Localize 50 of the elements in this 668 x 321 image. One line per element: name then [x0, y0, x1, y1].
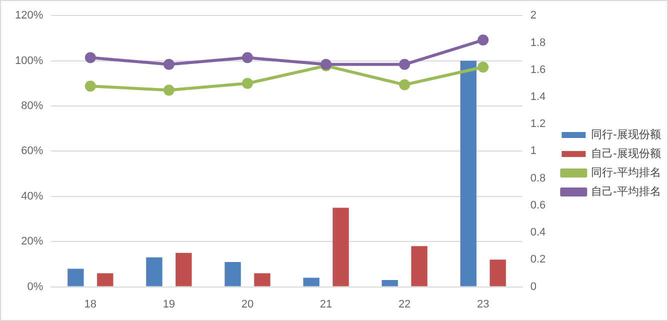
y-tick-label: 80% [21, 100, 44, 112]
point [478, 34, 489, 46]
point [84, 80, 96, 92]
bar [224, 262, 241, 286]
point [242, 52, 253, 64]
x-tick-label: 19 [162, 298, 176, 310]
y2-tick-label: 0.6 [530, 199, 546, 212]
legend-label: 同行-展现份额 [591, 128, 661, 142]
y2-tick-label: 0 [530, 280, 536, 293]
legend-label: 同行-平均排名 [591, 167, 661, 180]
x-tick-label: 18 [84, 298, 97, 310]
x-tick-label: 22 [398, 298, 411, 310]
y2-tick-label: 1 [530, 145, 536, 158]
bar [68, 268, 84, 286]
bar [303, 278, 320, 286]
legend-label: 自己-展现份额 [591, 147, 661, 160]
x-tick-label: 23 [476, 298, 490, 310]
bar [411, 246, 428, 286]
y2-tick-label: 1.2 [530, 118, 546, 130]
point [242, 78, 253, 89]
point [163, 58, 174, 70]
y-tick-label: 100% [14, 54, 44, 67]
bar [146, 257, 162, 286]
y-tick-label: 20% [21, 236, 44, 248]
point [84, 52, 96, 64]
bar [176, 252, 192, 286]
bar [490, 260, 506, 286]
point [478, 62, 489, 73]
y2-tick-label: 1.8 [530, 36, 546, 49]
y2-tick-label: 2 [530, 10, 536, 22]
legend-label: 自己-平均排名 [591, 186, 661, 198]
point [399, 79, 410, 90]
bar [332, 208, 349, 286]
y2-tick-label: 0.8 [530, 172, 546, 184]
bar [97, 273, 114, 286]
point [399, 58, 410, 70]
x-tick-label: 21 [320, 298, 332, 310]
y2-tick-label: 0.2 [530, 254, 546, 266]
bar [382, 280, 398, 286]
y-tick-label: 0% [27, 280, 44, 293]
y2-tick-label: 1.4 [530, 90, 546, 103]
y2-tick-label: 1.6 [530, 64, 546, 76]
x-tick-label: 20 [241, 298, 254, 310]
bar [254, 273, 270, 286]
point [163, 84, 174, 96]
y-tick-label: 40% [21, 190, 44, 202]
y-tick-label: 60% [21, 145, 44, 158]
bar [460, 60, 476, 286]
y-tick-label: 120% [14, 10, 44, 22]
y2-tick-label: 0.4 [530, 226, 546, 239]
